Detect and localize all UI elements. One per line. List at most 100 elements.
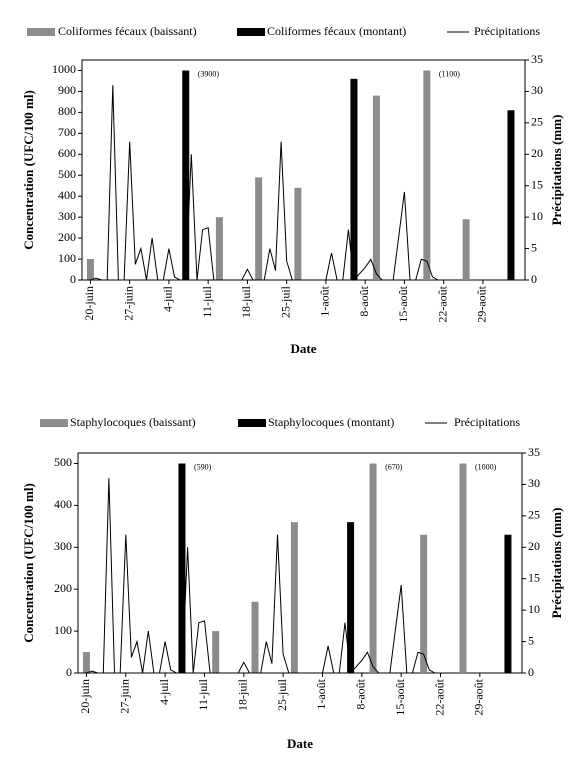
x-tick-label: 4-juil bbox=[157, 678, 171, 705]
x-tick-label: 22-août bbox=[432, 678, 446, 715]
y-tick-label: 800 bbox=[58, 104, 76, 118]
bar bbox=[82, 652, 90, 673]
bar bbox=[347, 522, 355, 673]
x-tick-label: 1-août bbox=[314, 678, 328, 709]
y2-tick-label: 10 bbox=[531, 209, 543, 223]
x-tick-label: 8-août bbox=[354, 678, 368, 709]
bar bbox=[290, 522, 298, 673]
x-tick-label: 29-août bbox=[472, 678, 486, 715]
legend-swatch bbox=[237, 28, 265, 36]
y-tick-label: 100 bbox=[54, 623, 72, 637]
x-tick-label: 11-juil bbox=[200, 285, 214, 317]
y2-tick-label: 0 bbox=[528, 665, 534, 679]
x-tick-label: 15-août bbox=[396, 285, 410, 322]
value-label: (590) bbox=[194, 462, 212, 471]
bar bbox=[215, 217, 223, 280]
legend-label: Coliformes fécaux (montant) bbox=[267, 24, 406, 38]
x-tick-label: 15-août bbox=[393, 678, 407, 715]
bar bbox=[507, 110, 515, 280]
y2-axis-title: Précipitations (mm) bbox=[549, 508, 564, 619]
y-tick-label: 300 bbox=[54, 539, 72, 553]
y-tick-label: 600 bbox=[58, 146, 76, 160]
value-label: (1000) bbox=[475, 462, 497, 471]
precip-line bbox=[80, 478, 436, 675]
bar bbox=[255, 177, 263, 280]
x-tick-label: 1-août bbox=[318, 285, 332, 316]
y2-axis-title: Précipitations (mm) bbox=[549, 115, 564, 226]
value-label: (1100) bbox=[439, 69, 460, 78]
bar bbox=[459, 463, 467, 673]
legend-label: Staphylocoques (montant) bbox=[268, 415, 394, 429]
y-tick-label: 400 bbox=[54, 497, 72, 511]
x-tick-label: 27-juin bbox=[121, 286, 135, 321]
value-label: (3900) bbox=[198, 69, 220, 78]
legend-swatch bbox=[27, 28, 55, 36]
bar bbox=[294, 187, 302, 280]
x-axis-title: Date bbox=[291, 341, 317, 356]
legend-label: Staphylocoques (baissant) bbox=[70, 415, 196, 429]
x-tick-label: 18-juil bbox=[239, 285, 253, 318]
x-tick-label: 11-juil bbox=[196, 678, 210, 710]
y2-tick-label: 20 bbox=[531, 146, 543, 160]
plot-frame bbox=[77, 452, 523, 674]
y2-tick-label: 10 bbox=[528, 602, 540, 616]
plot-frame bbox=[81, 59, 526, 281]
x-tick-label: 25-juil bbox=[275, 678, 289, 711]
legend-label: Précipitations bbox=[474, 24, 540, 38]
bars bbox=[82, 463, 512, 673]
y-axis-title: Concentration (UFC/100 ml) bbox=[21, 483, 36, 643]
y-tick-label: 300 bbox=[58, 209, 76, 223]
x-tick-label: 4-juil bbox=[161, 285, 175, 312]
y2-tick-label: 30 bbox=[528, 476, 540, 490]
bar bbox=[372, 95, 380, 280]
x-tick-label: 20-juin bbox=[78, 679, 92, 714]
y2-tick-label: 25 bbox=[528, 508, 540, 522]
y-tick-label: 500 bbox=[58, 167, 76, 181]
bar bbox=[212, 631, 220, 673]
y-tick-label: 400 bbox=[58, 188, 76, 202]
y2-tick-label: 15 bbox=[528, 570, 540, 584]
bar bbox=[420, 534, 428, 673]
bar bbox=[182, 70, 190, 280]
bar bbox=[350, 78, 358, 280]
x-axis-title: Date bbox=[287, 736, 313, 751]
bar bbox=[86, 259, 94, 280]
y-tick-label: 1000 bbox=[52, 62, 76, 76]
legend-label: Précipitations bbox=[454, 415, 520, 429]
y2-tick-label: 5 bbox=[531, 240, 537, 254]
value-label: (670) bbox=[385, 462, 403, 471]
y-tick-label: 0 bbox=[70, 272, 76, 286]
legend-label: Coliformes fécaux (baissant) bbox=[58, 24, 197, 38]
x-tick-label: 22-août bbox=[435, 285, 449, 322]
x-tick-label: 20-juin bbox=[82, 286, 96, 321]
y2-tick-label: 5 bbox=[528, 633, 534, 647]
y-tick-label: 100 bbox=[58, 251, 76, 265]
bar bbox=[251, 601, 259, 673]
y-tick-label: 700 bbox=[58, 125, 76, 139]
y-axis-title: Concentration (UFC/100 ml) bbox=[21, 90, 36, 250]
y-tick-label: 900 bbox=[58, 83, 76, 97]
bar bbox=[462, 219, 470, 280]
legend-swatch bbox=[238, 419, 266, 427]
bar bbox=[504, 534, 512, 673]
precip-line bbox=[84, 85, 439, 282]
y-tick-label: 200 bbox=[54, 581, 72, 595]
y2-tick-label: 35 bbox=[531, 52, 543, 66]
bar bbox=[178, 463, 186, 673]
y2-tick-label: 25 bbox=[531, 115, 543, 129]
y2-tick-label: 0 bbox=[531, 272, 537, 286]
y-tick-label: 0 bbox=[66, 665, 72, 679]
y2-tick-label: 15 bbox=[531, 177, 543, 191]
y2-tick-label: 35 bbox=[528, 445, 540, 459]
bar bbox=[369, 463, 377, 673]
y2-tick-label: 20 bbox=[528, 539, 540, 553]
y-tick-label: 500 bbox=[54, 455, 72, 469]
x-tick-label: 27-juin bbox=[118, 679, 132, 714]
legend-swatch bbox=[40, 419, 68, 427]
y-tick-label: 200 bbox=[58, 230, 76, 244]
x-tick-label: 18-juil bbox=[236, 678, 250, 711]
y2-tick-label: 30 bbox=[531, 83, 543, 97]
bar bbox=[423, 70, 431, 280]
